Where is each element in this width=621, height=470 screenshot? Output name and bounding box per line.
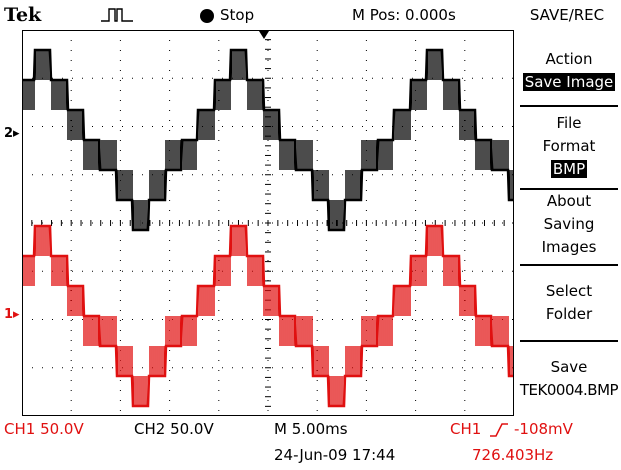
ch1-ground-marker[interactable]: 1▸	[4, 307, 20, 322]
ch2-waveform	[22, 48, 513, 232]
file-format-value: BMP	[550, 160, 588, 178]
ch2-scale: CH2 50.0V	[134, 420, 214, 438]
trigger-level: -108mV	[514, 420, 573, 438]
waveform-display	[22, 30, 514, 416]
arrow-right-icon: ▸	[13, 126, 20, 141]
about-label-2: Saving	[543, 215, 595, 233]
ch2-ground-marker[interactable]: 2▸	[4, 126, 20, 141]
trigger-slope-icon	[490, 423, 508, 437]
ch1-waveform	[22, 224, 513, 408]
date-time: 24-Jun-09 17:44	[274, 446, 396, 464]
menu-divider	[520, 264, 618, 266]
menu-divider	[520, 188, 618, 190]
status-bar: Tek Stop M Pos: 0.000s SAVE/REC	[0, 0, 621, 30]
about-label-1: About	[546, 192, 592, 210]
menu-divider	[520, 105, 618, 107]
ch2-marker-label: 2	[4, 126, 14, 141]
readout-bar: CH1 50.0V CH2 50.0V M 5.00ms CH1 -108mV …	[0, 416, 621, 470]
brand-logo: Tek	[4, 4, 42, 26]
run-state: Stop	[220, 6, 255, 24]
horizontal-position: M Pos: 0.000s	[352, 6, 456, 24]
trigger-source: CH1	[450, 420, 482, 438]
ch1-scale: CH1 50.0V	[4, 420, 84, 438]
action-label: Action	[545, 50, 593, 68]
stop-indicator-icon	[200, 9, 214, 23]
action-softkey[interactable]: Action Save Image	[518, 48, 620, 94]
select-folder-softkey[interactable]: Select Folder	[518, 280, 620, 326]
menu-title: SAVE/REC	[529, 6, 605, 24]
about-label-3: Images	[541, 238, 597, 256]
trigger-position-icon	[259, 31, 269, 39]
select-label-2: Folder	[545, 305, 593, 323]
save-filename: TEK0004.BMP	[519, 381, 619, 399]
save-label: Save	[550, 358, 588, 376]
file-format-softkey[interactable]: File Format BMP	[518, 112, 620, 181]
arrow-right-icon: ▸	[13, 307, 20, 322]
menu-divider	[520, 340, 618, 342]
softkey-menu: Action Save Image File Format BMP About …	[514, 30, 621, 416]
action-value: Save Image	[522, 73, 616, 91]
trigger-pulse-icon	[101, 8, 133, 22]
timebase: M 5.00ms	[274, 420, 348, 438]
file-format-label-2: Format	[542, 137, 596, 155]
ch1-marker-label: 1	[4, 307, 14, 322]
save-softkey[interactable]: Save TEK0004.BMP	[518, 356, 620, 402]
frequency-readout: 726.403Hz	[472, 446, 554, 464]
about-saving-images-softkey[interactable]: About Saving Images	[518, 190, 620, 259]
select-label-1: Select	[545, 282, 593, 300]
file-format-label: File	[556, 114, 582, 132]
